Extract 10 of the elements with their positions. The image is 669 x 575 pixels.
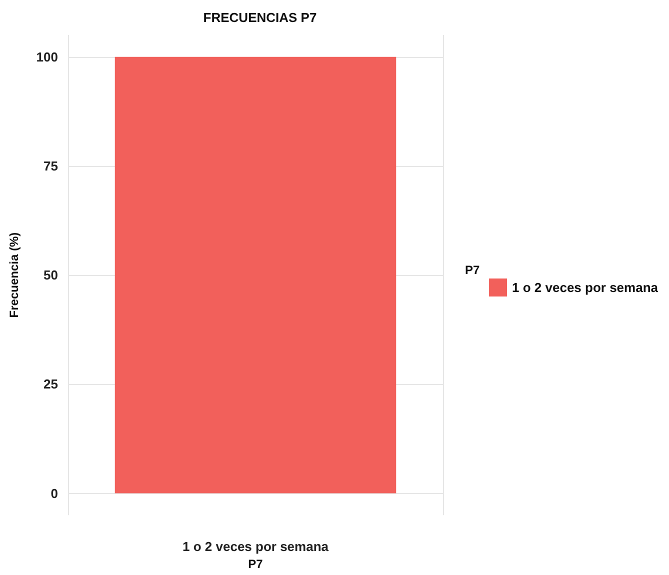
y-tick-label: 25	[44, 376, 58, 392]
y-tick-label: 100	[36, 49, 58, 64]
x-axis-title: P7	[248, 557, 264, 571]
y-tick-label: 75	[44, 158, 58, 174]
legend-label: 1 o 2 veces por semana	[512, 280, 659, 295]
chart-title: FRECUENCIAS P7	[203, 10, 317, 25]
legend-title: P7	[465, 263, 480, 277]
y-tick-label: 50	[44, 268, 58, 283]
y-tick-label: 0	[50, 486, 58, 501]
y-axis-title: Frecuencia (%)	[7, 232, 21, 318]
